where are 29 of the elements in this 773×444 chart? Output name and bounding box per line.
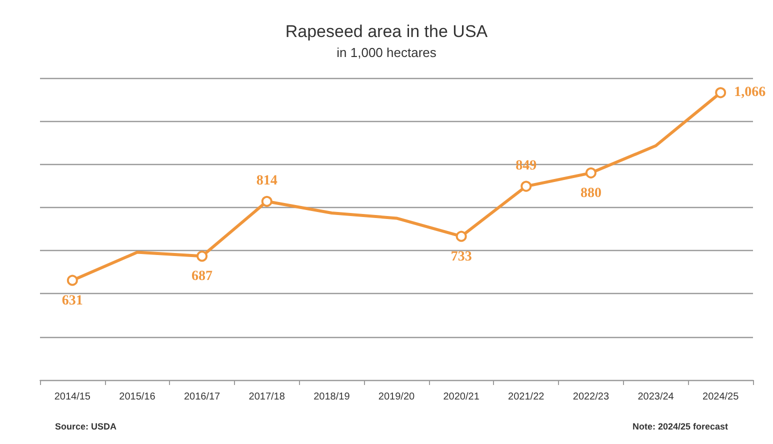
chart-title: Rapeseed area in the USA <box>285 22 488 41</box>
point <box>715 87 726 98</box>
data-label: 1,066 <box>734 85 766 100</box>
data-label: 849 <box>516 158 537 174</box>
x-tick-label: 2021/22 <box>508 392 545 402</box>
data-label: 631 <box>62 293 83 308</box>
x-tick-label: 2022/23 <box>572 392 610 402</box>
data-label: 687 <box>192 269 213 284</box>
data-label: 733 <box>450 249 472 264</box>
point <box>196 250 208 262</box>
x-tick-label: 2024/25 <box>702 392 740 402</box>
x-tick-label: 2018/19 <box>314 392 350 402</box>
text: Note: 2024/25 forecast <box>632 422 728 432</box>
point <box>520 180 532 192</box>
chart-subtitle: in 1,000 hectares <box>336 45 437 60</box>
point <box>261 196 272 207</box>
data-label: 880 <box>580 186 602 201</box>
x-tick-label: 2023/24 <box>638 392 674 402</box>
source-note: Source: USDA <box>55 422 118 432</box>
x-tick-label: 2019/20 <box>378 392 416 402</box>
data-label: 814 <box>256 173 278 188</box>
point <box>456 230 467 242</box>
point <box>66 274 78 286</box>
x-tick-label: 2014/15 <box>54 392 91 402</box>
point <box>585 167 596 178</box>
x-tick-label: 2016/17 <box>184 392 221 402</box>
x-tick-label: 2015/16 <box>119 392 156 402</box>
x-tick-label: 2017/18 <box>248 392 286 402</box>
x-tick-label: 2020/21 <box>443 392 480 402</box>
